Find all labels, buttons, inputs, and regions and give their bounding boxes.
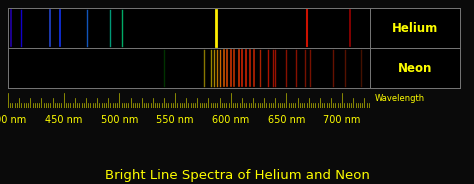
Text: 500 nm: 500 nm — [100, 115, 138, 125]
Text: 600 nm: 600 nm — [212, 115, 249, 125]
Text: 700 nm: 700 nm — [323, 115, 361, 125]
Text: 400 nm: 400 nm — [0, 115, 27, 125]
Text: 650 nm: 650 nm — [268, 115, 305, 125]
Text: Bright Line Spectra of Helium and Neon: Bright Line Spectra of Helium and Neon — [105, 169, 369, 181]
Text: 450 nm: 450 nm — [45, 115, 82, 125]
Text: Helium: Helium — [392, 22, 438, 35]
Text: Wavelength: Wavelength — [375, 94, 425, 103]
Text: 550 nm: 550 nm — [156, 115, 194, 125]
Text: Neon: Neon — [398, 61, 432, 75]
